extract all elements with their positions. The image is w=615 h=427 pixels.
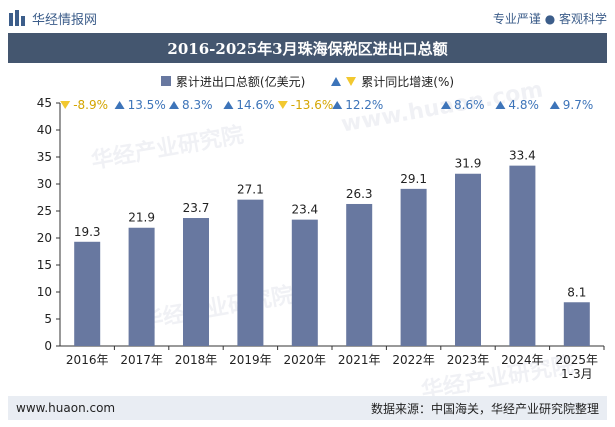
legend-label-growth: 累计同比增速(%) [361,74,455,89]
legend-label-total: 累计进出口总额(亿美元) [175,74,306,89]
growth-down-marker [60,101,71,109]
x-tick-label: 2017年 [120,353,163,367]
growth-value-label: 9.7% [563,98,594,112]
growth-down-marker [277,101,288,109]
x-tick-label: 2023年 [447,353,490,367]
bar [183,218,209,346]
growth-value-label: 13.5% [128,98,166,112]
growth-value-label: 8.6% [454,98,485,112]
bar-value-label: 31.9 [455,157,482,171]
y-tick-label: 25 [37,204,52,218]
bar [563,302,590,346]
bar-value-label: 26.3 [346,187,373,201]
legend-item-total: 累计进出口总额(亿美元) [160,73,306,90]
bar-value-label: 27.1 [237,183,264,197]
bar-value-label: 19.3 [74,225,101,239]
y-tick-label: 15 [37,258,52,272]
chart-bars: 19.3 21.9 23.7 27.1 23.4 26.3 29.1 31.9 33.4 8.1 [74,149,590,346]
brand[interactable]: 华经情报网 [8,8,97,28]
growth-value-label: 4.8% [508,98,539,112]
tagline: 专业严谨 ● 客观科学 [492,12,607,26]
bar-value-label: 23.4 [291,203,318,217]
footer-source: 数据来源：中国海关，华经产业研究院整理 [370,401,599,416]
bar [237,199,264,346]
bar [291,219,318,346]
growth-up-marker [114,101,125,109]
y-tick-label: 20 [37,231,52,245]
growth-value-label: 8.3% [182,98,213,112]
bar [455,173,481,346]
brand-name: 华经情报网 [32,12,98,28]
brand-logo-icon [9,10,25,26]
y-tick-label: 35 [37,150,52,164]
growth-value-label: 14.6% [236,98,274,112]
bar [74,241,101,346]
chart-title: 2016-2025年3月珠海保税区进出口总额 [8,33,607,63]
y-tick-label: 10 [37,285,52,299]
growth-up-marker [223,101,234,109]
x-tick-label: 2016年 [66,353,109,367]
x-tick-label: 2025年 [556,353,599,367]
y-tick-label: 30 [37,177,52,191]
bar-value-label: 21.9 [128,211,155,225]
x-tick-label: 2022年 [392,353,435,367]
bar-chart: 0 5 10 15 20 25 30 35 40 45 2016年 2017年 2018年 2019年 20… [37,96,605,381]
bar [128,227,155,346]
legend: 累计进出口总额(亿美元) 累计同比增速(%) [0,72,615,90]
legend-item-growth: 累计同比增速(%) [331,73,454,90]
x-tick-label: 2020年 [284,353,327,367]
triangle-up-icon [331,76,342,86]
x-tick-label: 2021年 [338,353,381,367]
growth-value-label: 12.2% [345,98,383,112]
bar-value-label: 8.1 [567,285,586,299]
triangle-down-icon [346,76,357,86]
growth-value-label: -8.9% [73,98,108,112]
growth-up-marker [169,101,179,109]
y-tick-label: 45 [37,96,52,110]
bar [346,203,373,346]
footer: www.huaon.com 数据来源：中国海关，华经产业研究院整理 [8,396,607,420]
bar [509,165,536,346]
x-tick-label: 2018年 [175,353,218,367]
footer-website[interactable]: www.huaon.com [16,401,116,415]
bar [400,188,427,346]
y-tick-label: 5 [44,312,52,326]
bar-value-label: 33.4 [509,149,536,163]
x-tick-label: 2024年 [501,353,544,367]
bar-value-label: 29.1 [400,172,427,186]
growth-labels: -8.9% 13.5% 8.3% 14.6% -13.6% 12.2% 8.6% 4.8% 9.… [60,98,593,112]
x-tick-label: 1-3月 [561,367,593,381]
growth-up-marker [332,101,343,109]
growth-up-marker [495,101,506,109]
growth-value-label: -13.6% [291,98,333,112]
y-tick-label: 40 [37,123,52,137]
growth-up-marker [441,101,451,109]
growth-up-marker [549,101,560,109]
y-tick-label: 0 [44,339,52,353]
legend-swatch-bar [160,76,171,86]
top-bar: 华经情报网 专业严谨 ● 客观科学 [0,0,615,34]
bar-value-label: 23.7 [183,201,210,215]
x-tick-label: 2019年 [229,353,272,367]
